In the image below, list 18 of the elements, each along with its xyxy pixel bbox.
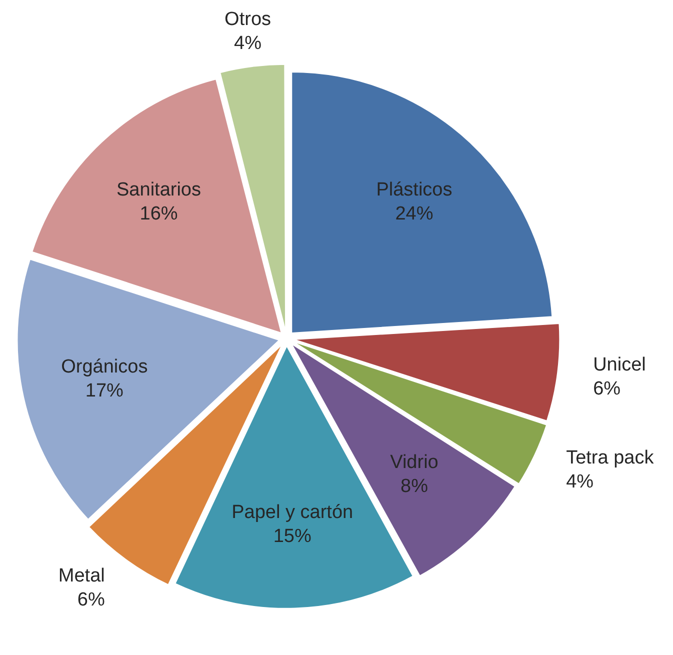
slice-label: Metal [58,566,105,587]
slice-label: Unicel [593,354,646,376]
data-label: 17% [85,380,124,402]
data-label: 16% [140,204,178,225]
data-label: 24% [395,204,434,225]
data-label: 8% [400,476,428,497]
data-label: 6% [77,590,105,611]
slice-label: Papel y cartón [232,502,354,524]
slice-label: Tetra pack [566,447,654,468]
slice-label: Plásticos [376,180,452,201]
slice-label: Orgánicos [61,356,148,378]
data-label: 4% [566,471,594,492]
data-label: 6% [593,378,621,400]
slice-label: Sanitarios [116,180,202,201]
data-label: 4% [234,33,262,54]
slice-label: Otros [224,9,271,30]
data-label: 15% [273,526,312,548]
slice-label: Vidrio [390,452,438,473]
